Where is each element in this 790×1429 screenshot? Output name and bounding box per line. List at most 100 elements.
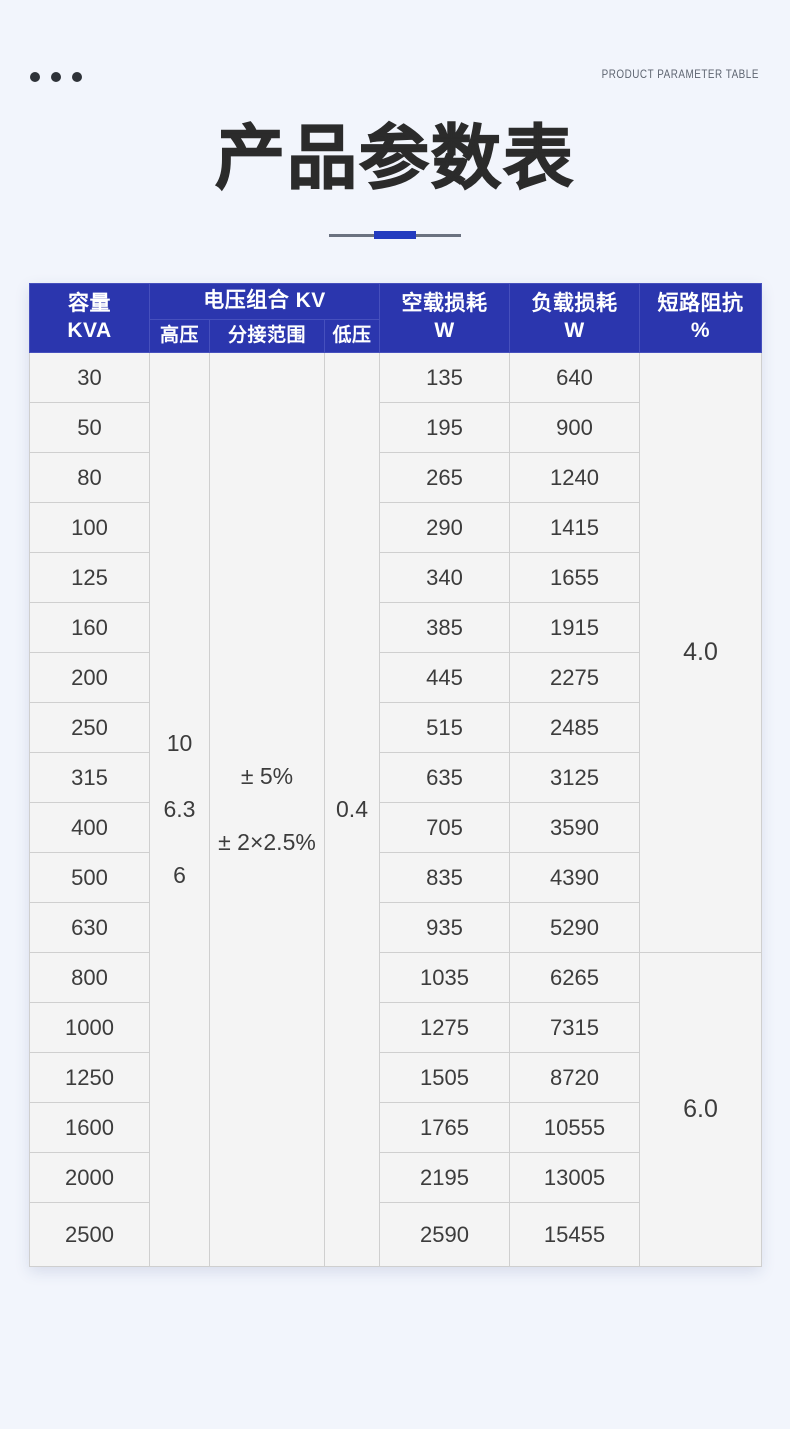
cell-no-load-loss: 1275 — [379, 1002, 511, 1054]
table-row: 500 835 4390 — [29, 852, 762, 904]
cell-no-load-loss: 515 — [379, 702, 511, 754]
cell-capacity: 125 — [29, 552, 150, 604]
page-title: 产品参数表 — [214, 116, 575, 199]
cell-no-load-loss: 385 — [379, 602, 511, 654]
cell-load-loss: 3590 — [509, 802, 641, 854]
column-header-capacity: 容量 KVA — [29, 282, 150, 354]
tap-range-value: ± 5% — [240, 763, 294, 789]
cell-no-load-loss: 195 — [379, 402, 511, 454]
table-row: 30 10 6.3 6 ± 5% ± 2×2.5% 0.4 135 640 4.0 — [29, 352, 763, 1268]
dot-icon — [51, 72, 61, 82]
table-row: 400 705 3590 — [29, 802, 762, 854]
cell-capacity: 50 — [29, 402, 150, 454]
table-row: 250 515 2485 — [29, 702, 762, 754]
load-loss-unit: W — [564, 319, 585, 343]
table-row: 630 935 5290 — [29, 902, 762, 954]
title-divider — [329, 231, 461, 239]
cell-capacity: 100 — [29, 502, 150, 554]
high-voltage-value: 6.3 — [163, 795, 196, 822]
cell-no-load-loss: 1765 — [379, 1102, 511, 1154]
table-row: 50 195 900 — [29, 402, 762, 454]
cell-no-load-loss: 2195 — [379, 1152, 511, 1204]
cell-load-loss: 7315 — [509, 1002, 641, 1054]
cell-load-loss: 2275 — [509, 652, 641, 704]
cell-capacity: 200 — [29, 652, 150, 704]
cell-capacity: 630 — [29, 902, 150, 954]
column-header-impedance: 短路阻抗 % — [639, 282, 763, 354]
table-body: 30 10 6.3 6 ± 5% ± 2×2.5% 0.4 135 640 4.0 50 195 900… — [29, 352, 763, 1268]
column-header-load-loss: 负载损耗 W — [509, 282, 641, 354]
table-row: 2500 2590 15455 — [29, 1202, 762, 1268]
cell-capacity: 500 — [29, 852, 150, 904]
high-voltage-value: 6 — [173, 861, 186, 888]
cell-load-loss: 1655 — [509, 552, 641, 604]
header-eyebrow-text: PRODUCT PARAMETER TABLE — [601, 69, 759, 81]
spec-table-container: 容量 KVA 电压组合 KV 空载损耗 W 负载损耗 W 短路阻抗 % 高 — [29, 282, 763, 1268]
table-row: 315 635 3125 — [29, 752, 762, 804]
cell-capacity: 1600 — [29, 1102, 150, 1154]
cell-load-loss: 5290 — [509, 902, 641, 954]
column-header-low-voltage: 低压 — [323, 318, 381, 354]
table-row: 1000 1275 7315 — [29, 1002, 762, 1054]
cell-load-loss: 10555 — [509, 1102, 641, 1154]
table-row: 800 1035 6265 6.0 — [29, 952, 763, 1268]
dot-icon — [72, 72, 82, 82]
cell-capacity: 1250 — [29, 1052, 150, 1104]
cell-capacity: 2000 — [29, 1152, 150, 1204]
no-load-loss-unit: W — [434, 319, 455, 343]
impedance-label: 短路阻抗 — [657, 292, 744, 316]
table-header-row-2: 高压 分接范围 低压 — [30, 318, 762, 354]
cell-load-loss: 640 — [509, 352, 641, 404]
cell-no-load-loss: 445 — [379, 652, 511, 704]
cell-load-loss: 1415 — [509, 502, 641, 554]
cell-no-load-loss: 935 — [379, 902, 511, 954]
title-block: 产品参数表 — [0, 112, 790, 204]
cell-no-load-loss: 265 — [379, 452, 511, 504]
table-row: 2000 2195 13005 — [29, 1152, 762, 1204]
cell-impedance: 4.0 — [639, 352, 763, 954]
dot-icon — [30, 72, 40, 82]
table-head: 容量 KVA 电压组合 KV 空载损耗 W 负载损耗 W 短路阻抗 % 高 — [29, 282, 763, 354]
cell-load-loss: 2485 — [509, 702, 641, 754]
cell-capacity: 250 — [29, 702, 150, 754]
cell-capacity: 400 — [29, 802, 150, 854]
table-row: 100 290 1415 — [29, 502, 762, 554]
cell-load-loss: 6265 — [509, 952, 641, 1004]
load-loss-label: 负载损耗 — [531, 292, 618, 316]
high-voltage-value: 10 — [166, 730, 193, 757]
table-row: 1600 1765 10555 — [29, 1102, 762, 1154]
cell-no-load-loss: 135 — [379, 352, 511, 404]
table-row: 80 265 1240 — [29, 452, 762, 504]
cell-no-load-loss: 635 — [379, 752, 511, 804]
cell-no-load-loss: 290 — [379, 502, 511, 554]
cell-load-loss: 900 — [509, 402, 641, 454]
dots-decoration — [30, 72, 82, 82]
tap-range-value: ± 2×2.5% — [218, 828, 316, 855]
cell-capacity: 30 — [29, 352, 150, 404]
column-header-voltage-group: 电压组合 KV — [148, 283, 381, 320]
cell-capacity: 160 — [29, 602, 150, 654]
page-header: PRODUCT PARAMETER TABLE — [0, 0, 790, 112]
column-header-high-voltage: 高压 — [149, 318, 210, 354]
cell-no-load-loss: 1035 — [379, 952, 511, 1004]
cell-no-load-loss: 1505 — [379, 1052, 511, 1104]
cell-high-voltage: 10 6.3 6 — [149, 352, 210, 1268]
product-parameter-table: 容量 KVA 电压组合 KV 空载损耗 W 负载损耗 W 短路阻抗 % 高 — [29, 282, 763, 1268]
cell-tap-range: ± 5% ± 2×2.5% — [209, 352, 325, 1268]
cell-load-loss: 4390 — [509, 852, 641, 904]
table-row: 125 340 1655 — [29, 552, 762, 604]
cell-load-loss: 13005 — [509, 1152, 641, 1204]
cell-load-loss: 3125 — [509, 752, 641, 804]
cell-capacity: 1000 — [29, 1002, 150, 1054]
cell-impedance: 6.0 — [639, 952, 763, 1268]
divider-accent — [374, 231, 416, 239]
cell-low-voltage: 0.4 — [323, 352, 381, 1268]
cell-capacity: 800 — [29, 952, 150, 1004]
capacity-label: 容量 — [68, 292, 111, 316]
impedance-unit: % — [690, 319, 711, 343]
cell-load-loss: 1915 — [509, 602, 641, 654]
cell-load-loss: 8720 — [509, 1052, 641, 1104]
column-header-no-load-loss: 空载损耗 W — [379, 282, 511, 354]
capacity-unit: KVA — [67, 319, 112, 343]
table-row: 1250 1505 8720 — [29, 1052, 762, 1104]
